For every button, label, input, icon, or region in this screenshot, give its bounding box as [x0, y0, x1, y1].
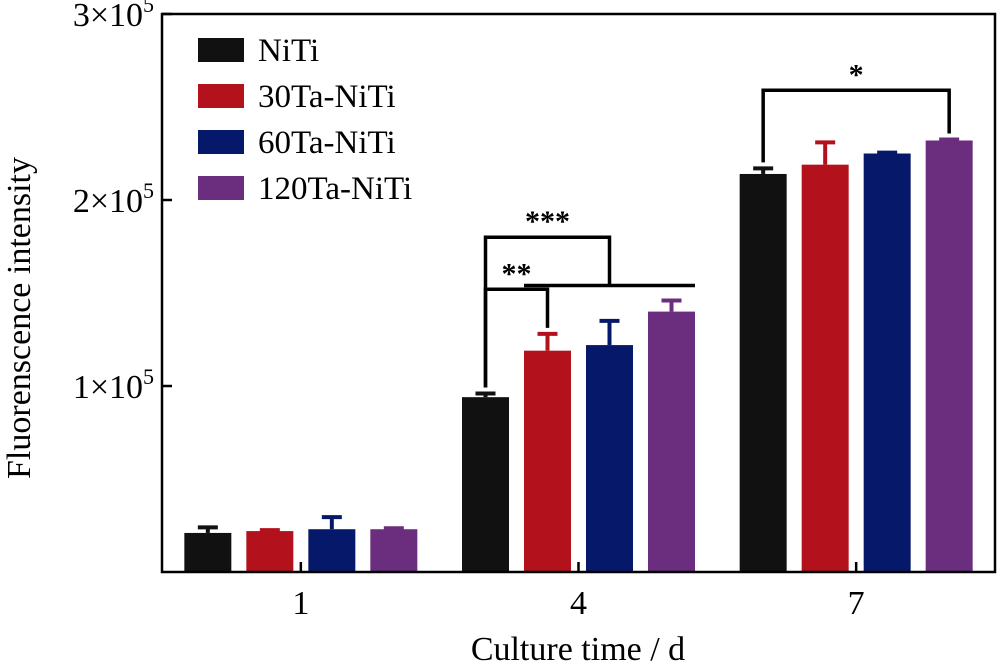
x-tick-label-4: 4 [570, 585, 587, 622]
y-tick-label-300000: 3×105 [73, 0, 154, 34]
y-tick-label-200000: 2×105 [73, 178, 154, 220]
bars-layer [184, 140, 973, 573]
bar-NiTi-day-1 [184, 532, 232, 572]
sig-bracket-2 [761, 88, 951, 163]
y-axis-title: Fluorenscence intensity [1, 157, 38, 479]
legend-swatch-60Ta-NiTi [198, 130, 244, 154]
legend: NiTi 30Ta-NiTi 60Ta-NiTi 120Ta-NiTi [198, 33, 412, 207]
legend-swatch-120Ta-NiTi [198, 176, 244, 200]
bar-120Ta-NiTi-day-1 [370, 529, 418, 572]
bar-30Ta-NiTi-day-7 [801, 164, 849, 572]
sig-bracket-1 [483, 235, 612, 388]
sig-label-2: * [849, 58, 864, 91]
legend-label-60Ta-NiTi: 60Ta-NiTi [258, 125, 396, 161]
bar-NiTi-day-4 [462, 397, 509, 572]
bar-120Ta-NiTi-day-4 [648, 311, 695, 572]
y-tick-label-100000: 1×105 [73, 364, 154, 406]
legend-label-30Ta-NiTi: 30Ta-NiTi [258, 79, 396, 115]
bar-30Ta-NiTi-day-1 [246, 531, 294, 572]
error-bars-layer [197, 137, 960, 533]
legend-label-NiTi: NiTi [258, 33, 319, 69]
axes-layer: 1×105 2×105 3×105 1 4 7 [73, 0, 997, 622]
bar-NiTi-day-7 [739, 173, 787, 572]
x-tick-label-7: 7 [848, 585, 865, 622]
legend-swatch-NiTi [198, 38, 244, 62]
bar-120Ta-NiTi-day-7 [925, 140, 973, 573]
bar-60Ta-NiTi-day-7 [863, 153, 911, 572]
legend-label-120Ta-NiTi: 120Ta-NiTi [258, 171, 412, 207]
legend-swatch-30Ta-NiTi [198, 84, 244, 108]
sig-label-1: *** [525, 205, 570, 238]
bar-60Ta-NiTi-day-1 [308, 529, 356, 572]
bar-30Ta-NiTi-day-4 [524, 350, 571, 572]
bar-60Ta-NiTi-day-4 [586, 345, 633, 572]
significance-layer: ****** [483, 58, 951, 388]
x-axis-title: Culture time / d [471, 631, 685, 665]
x-tick-label-1: 1 [292, 585, 309, 622]
